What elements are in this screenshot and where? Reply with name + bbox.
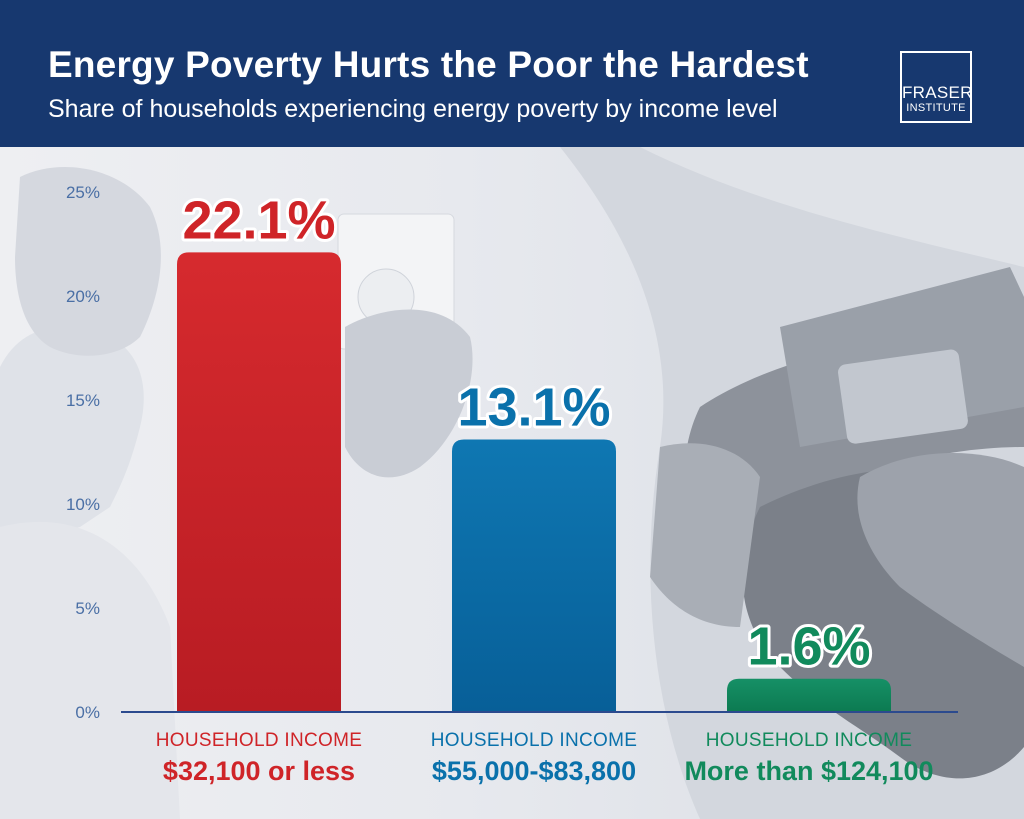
value-label-low-income: 22.1% xyxy=(182,190,335,250)
y-tick-label: 20% xyxy=(66,287,100,306)
category-prefix-middle-income: HOUSEHOLD INCOME xyxy=(430,730,638,751)
chart-subtitle: Share of households experiencing energy … xyxy=(48,95,778,123)
fraser-institute-logo: FRASER INSTITUTE xyxy=(900,51,972,123)
logo-text-institute: INSTITUTE xyxy=(906,102,966,114)
bar-middle-income xyxy=(452,439,616,712)
chart-title: Energy Poverty Hurts the Poor the Hardes… xyxy=(48,44,809,85)
bar-high-income xyxy=(727,678,891,712)
y-tick-label: 0% xyxy=(75,703,100,722)
category-prefix-low-income: HOUSEHOLD INCOME xyxy=(155,730,363,751)
category-prefix-high-income: HOUSEHOLD INCOME xyxy=(705,730,913,751)
y-tick-label: 15% xyxy=(66,391,100,410)
value-label-high-income: 1.6% xyxy=(747,617,870,677)
bar-low-income xyxy=(177,252,341,712)
logo-text-fraser: FRASER xyxy=(902,83,973,102)
y-tick-label: 5% xyxy=(75,599,100,618)
y-tick-label: 25% xyxy=(66,183,100,202)
header-banner: Energy Poverty Hurts the Poor the Hardes… xyxy=(0,0,1024,147)
y-tick-label: 10% xyxy=(66,495,100,514)
value-label-middle-income: 13.1% xyxy=(457,378,610,438)
category-label-high-income: More than $124,100 xyxy=(684,756,934,786)
category-label-low-income: $32,100 or less xyxy=(162,756,356,786)
category-label-middle-income: $55,000-$83,800 xyxy=(431,756,637,786)
